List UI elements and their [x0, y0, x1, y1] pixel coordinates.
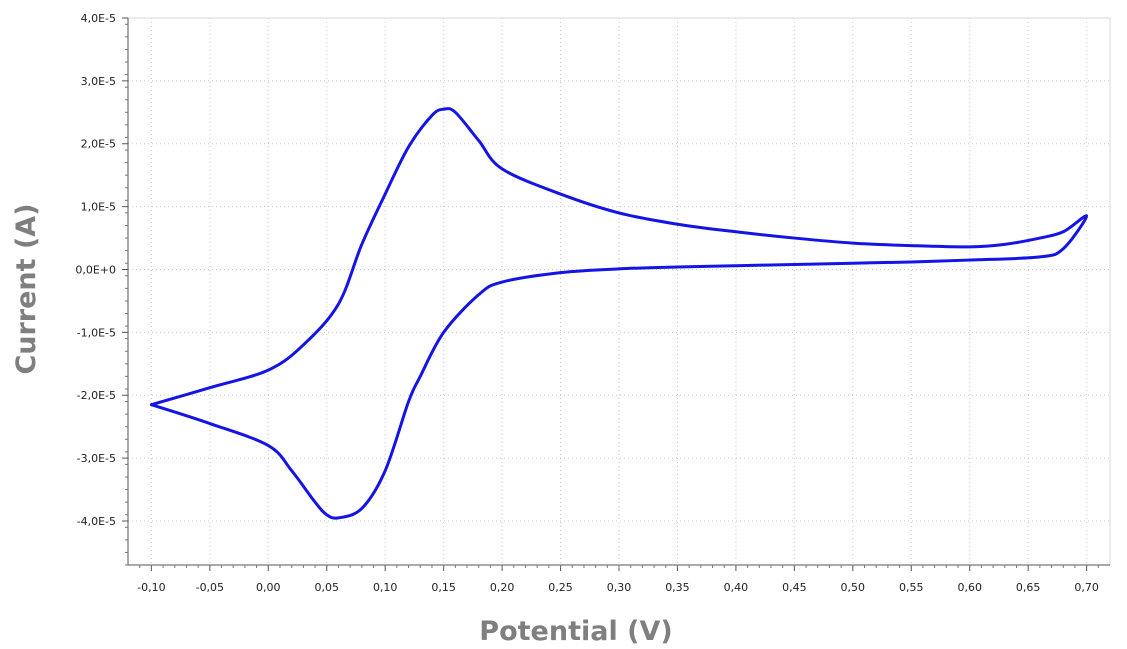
grid-lines	[128, 18, 1110, 565]
x-tick-label: 0,50	[841, 581, 866, 594]
x-tick-label: 0,65	[1016, 581, 1041, 594]
x-tick-label: -0,05	[196, 581, 224, 594]
y-tick-label: -2,0E-5	[77, 389, 116, 402]
y-tick-label: 3,0E-5	[81, 75, 116, 88]
series-layer	[149, 107, 1089, 520]
y-axis-title: Current (A)	[11, 203, 42, 374]
y-tick-label: -4,0E-5	[77, 515, 116, 528]
x-axis-ticks: -0,10 -0,05 0,00 0,05 0,10 0,15 0,20 0,25 0,30 0,…	[137, 565, 1099, 594]
x-tick-label: 0,35	[665, 581, 690, 594]
y-tick-label: 1,0E-5	[81, 201, 116, 214]
x-tick-label: 0,20	[490, 581, 515, 594]
y-tick-label: 4,0E-5	[81, 12, 116, 25]
y-axis-ticks: 4,0E-5 3,0E-5 2,0E-5 1,0E-5 0,0E+0 -1,0E-5 -2,…	[75, 12, 128, 566]
x-tick-label: 0,15	[431, 581, 456, 594]
x-tick-label: 0,05	[314, 581, 339, 594]
y-tick-label: -3,0E-5	[77, 452, 116, 465]
x-tick-label: 0,45	[782, 581, 807, 594]
x-tick-label: 0,60	[957, 581, 982, 594]
x-tick-label: 0,55	[899, 581, 924, 594]
x-tick-label: 0,70	[1074, 581, 1099, 594]
y-tick-label: 0,0E+0	[75, 263, 116, 276]
y-tick-label: 2,0E-5	[81, 138, 116, 151]
cv-curve-series	[149, 107, 1089, 520]
x-tick-label: 0,00	[256, 581, 281, 594]
x-tick-label: -0,10	[137, 581, 165, 594]
x-axis-title: Potential (V)	[479, 616, 672, 647]
x-tick-label: 0,30	[607, 581, 632, 594]
y-tick-label: -1,0E-5	[77, 326, 116, 339]
x-tick-label: 0,25	[548, 581, 573, 594]
x-tick-label: 0,40	[724, 581, 749, 594]
x-tick-label: 0,10	[373, 581, 398, 594]
